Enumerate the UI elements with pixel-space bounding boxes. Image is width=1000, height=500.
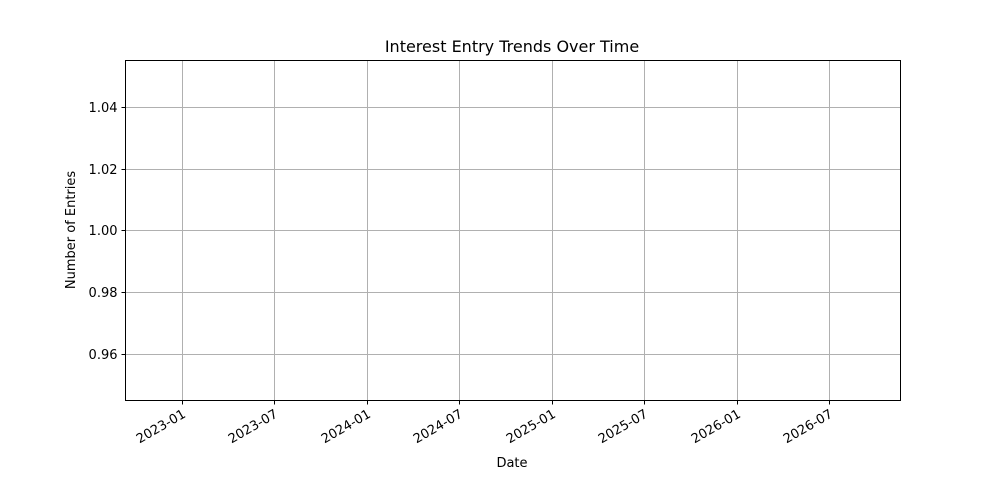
y-axis-ticks: 0.96 0.98 1.00 1.02 1.04 [89, 101, 126, 363]
gridlines [125, 60, 901, 401]
y-tick-label: 0.98 [89, 286, 118, 301]
y-tick-label: 1.02 [89, 163, 118, 178]
y-tick-label: 1.00 [89, 224, 118, 239]
y-axis-label: Number of Entries [64, 171, 79, 290]
y-tick-label: 0.96 [89, 348, 118, 363]
y-tick-label: 1.04 [89, 101, 118, 116]
x-axis-label: Date [496, 456, 527, 471]
chart-title: Interest Entry Trends Over Time [385, 37, 639, 56]
